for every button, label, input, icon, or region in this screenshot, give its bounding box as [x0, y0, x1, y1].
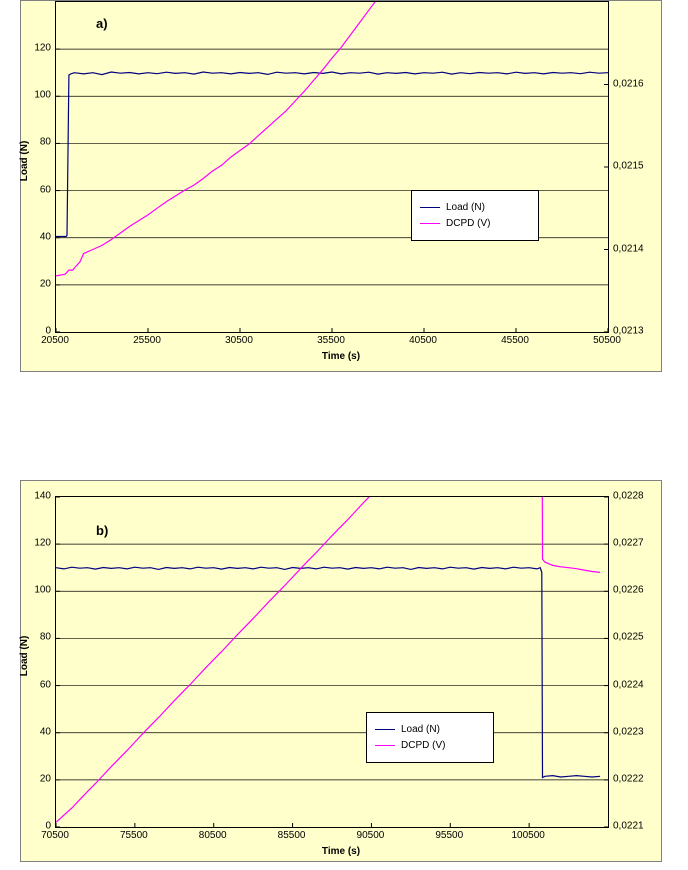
chart-b-plot: b) Load (N) DCPD (V) [55, 496, 609, 828]
legend-swatch-load [375, 729, 395, 730]
x-tick-label: 50500 [593, 335, 621, 346]
y-left-tick-label: 100 [31, 90, 51, 101]
chart-b-y-axis-label: Load (N) [19, 636, 30, 677]
chart-a-x-axis-label: Time (s) [322, 351, 360, 362]
legend-label-load: Load (N) [401, 724, 440, 735]
legend-label-dcpd: DCPD (V) [401, 740, 445, 751]
y-left-tick-label: 120 [31, 43, 51, 54]
y-right-tick-label: 0,0221 [613, 821, 644, 832]
chart-b-svg [56, 497, 608, 827]
y-right-tick-label: 0,0216 [613, 78, 644, 89]
y-left-tick-label: 20 [31, 278, 51, 289]
x-tick-label: 40500 [409, 335, 437, 346]
y-left-tick-label: 0 [31, 821, 51, 832]
legend-row: DCPD (V) [375, 740, 485, 751]
legend-swatch-dcpd [375, 745, 395, 746]
y-left-tick-label: 40 [31, 726, 51, 737]
y-right-tick-label: 0,0224 [613, 679, 644, 690]
y-right-tick-label: 0,0225 [613, 632, 644, 643]
x-tick-label: 95500 [435, 830, 463, 841]
y-right-tick-label: 0,0226 [613, 585, 644, 596]
y-left-tick-label: 60 [31, 679, 51, 690]
x-tick-label: 70500 [41, 830, 69, 841]
x-tick-label: 100500 [511, 830, 544, 841]
chart-a-panel-label: a) [96, 16, 108, 31]
x-tick-label: 75500 [120, 830, 148, 841]
y-left-tick-label: 120 [31, 538, 51, 549]
y-left-tick-label: 60 [31, 184, 51, 195]
y-right-tick-label: 0,0222 [613, 773, 644, 784]
y-right-tick-label: 0,0223 [613, 726, 644, 737]
chart-a-y-axis-label: Load (N) [19, 141, 30, 182]
x-tick-label: 30500 [225, 335, 253, 346]
chart-a-plot: a) Load (N) DCPD (V) [55, 1, 609, 333]
chart-a: a) Load (N) DCPD (V) Time (s) Load (N) 2… [20, 0, 662, 372]
legend-row: DCPD (V) [420, 218, 530, 229]
y-right-tick-label: 0,0214 [613, 243, 644, 254]
y-right-tick-label: 0,0227 [613, 538, 644, 549]
y-left-tick-label: 20 [31, 773, 51, 784]
legend-swatch-load [420, 207, 440, 208]
y-left-tick-label: 140 [31, 491, 51, 502]
legend-row: Load (N) [375, 724, 485, 735]
chart-b-x-axis-label: Time (s) [322, 846, 360, 857]
chart-b-panel-label: b) [96, 523, 108, 538]
y-right-tick-label: 0,0213 [613, 326, 644, 337]
y-left-tick-label: 80 [31, 632, 51, 643]
x-tick-label: 45500 [501, 335, 529, 346]
chart-a-legend: Load (N) DCPD (V) [411, 190, 539, 241]
x-tick-label: 90500 [357, 830, 385, 841]
legend-label-load: Load (N) [446, 202, 485, 213]
x-tick-label: 25500 [133, 335, 161, 346]
y-right-tick-label: 0,0215 [613, 161, 644, 172]
page: a) Load (N) DCPD (V) Time (s) Load (N) 2… [0, 0, 688, 870]
y-left-tick-label: 80 [31, 137, 51, 148]
legend-swatch-dcpd [420, 223, 440, 224]
y-left-tick-label: 40 [31, 231, 51, 242]
x-tick-label: 35500 [317, 335, 345, 346]
y-left-tick-label: 100 [31, 585, 51, 596]
chart-b: b) Load (N) DCPD (V) Time (s) Load (N) 7… [20, 480, 662, 862]
legend-label-dcpd: DCPD (V) [446, 218, 490, 229]
chart-b-legend: Load (N) DCPD (V) [366, 712, 494, 763]
y-left-tick-label: 0 [31, 326, 51, 337]
y-right-tick-label: 0,0228 [613, 491, 644, 502]
x-tick-label: 20500 [41, 335, 69, 346]
x-tick-label: 80500 [199, 830, 227, 841]
legend-row: Load (N) [420, 202, 530, 213]
chart-a-svg [56, 2, 608, 332]
x-tick-label: 85500 [278, 830, 306, 841]
